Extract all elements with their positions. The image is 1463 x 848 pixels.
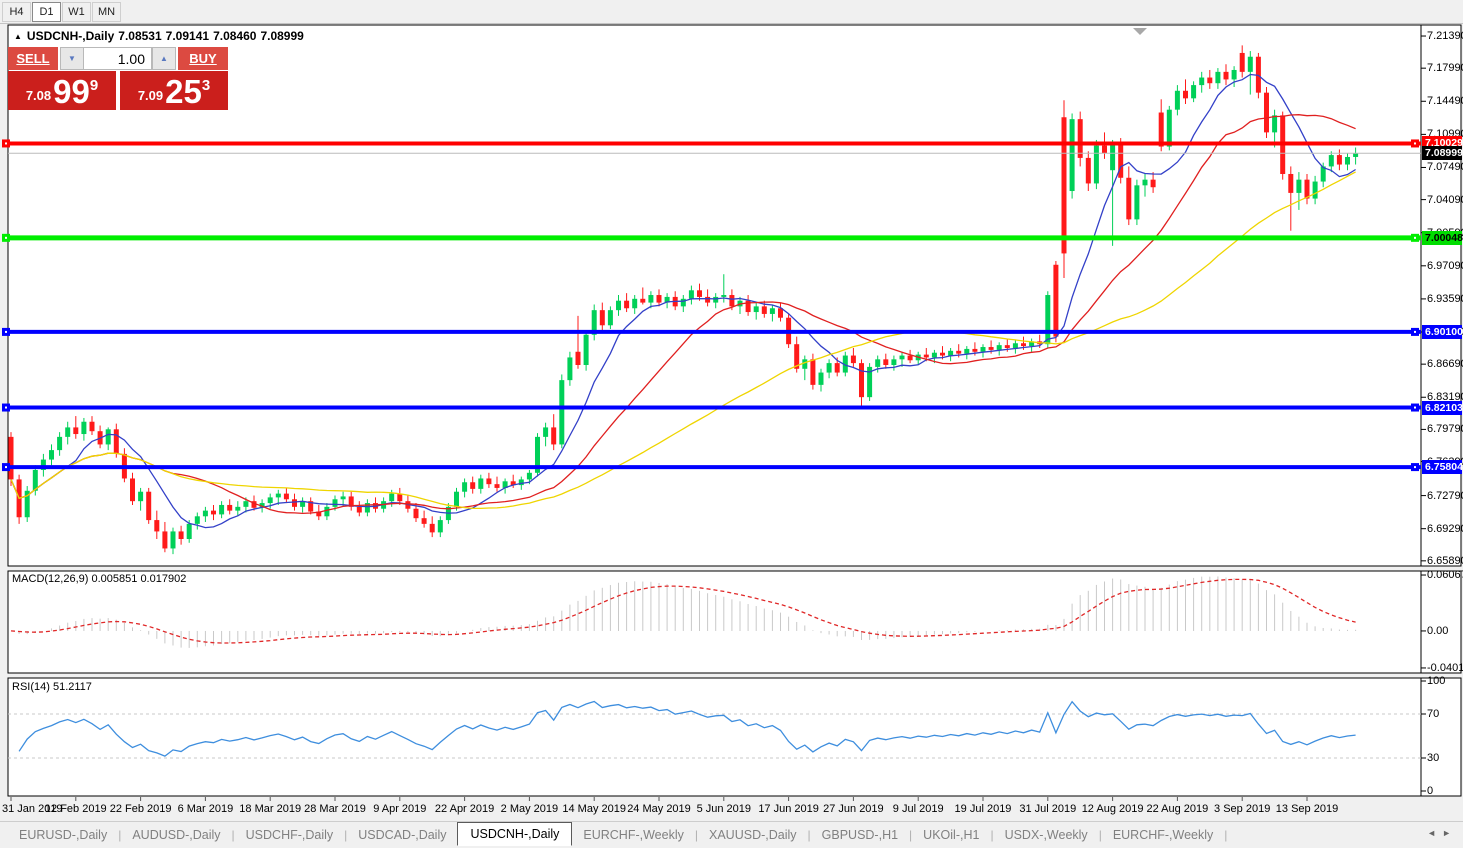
chart-tab-eurchf-weekly[interactable]: EURCHF-,Weekly <box>583 828 684 842</box>
timeframe-button-w1[interactable]: W1 <box>62 1 91 22</box>
chart-tab-eurchf-weekly[interactable]: EURCHF-,Weekly <box>1112 828 1214 842</box>
tab-separator: | <box>1098 828 1102 842</box>
tab-separator: | <box>118 828 122 842</box>
tab-separator: | <box>344 828 348 842</box>
tab-separator: | <box>990 828 994 842</box>
tab-separator: | <box>909 828 913 842</box>
timeframe-button-mn[interactable]: MN <box>92 1 121 22</box>
chart-tab-audusd-daily[interactable]: AUDUSD-,Daily <box>132 828 221 842</box>
tab-separator: | <box>807 828 811 842</box>
chart-tab-usdcad-daily[interactable]: USDCAD-,Daily <box>358 828 447 842</box>
chart-tab-xauusd-daily[interactable]: XAUUSD-,Daily <box>709 828 797 842</box>
tab-scroll-buttons: ◄► <box>1427 828 1457 838</box>
chart-tab-usdx-weekly[interactable]: USDX-,Weekly <box>1004 828 1088 842</box>
chart-tab-usdcnh-daily[interactable]: USDCNH-,Daily <box>457 822 573 846</box>
tab-scroll-left-icon[interactable]: ◄ <box>1427 828 1443 838</box>
chart-tab-eurusd-daily[interactable]: EURUSD-,Daily <box>19 828 108 842</box>
tab-scroll-right-icon[interactable]: ► <box>1442 828 1457 838</box>
tab-separator: | <box>694 828 698 842</box>
chart-tab-bar: EURUSD-,Daily | AUDUSD-,Daily | USDCHF-,Dail… <box>0 821 1463 848</box>
timeframe-button-h4[interactable]: H4 <box>2 1 31 22</box>
timeframe-toolbar: H4 D1 W1 MN <box>0 0 1463 24</box>
chart-tab-gbpusd-h1[interactable]: GBPUSD-,H1 <box>821 828 899 842</box>
tab-separator: | <box>1224 828 1228 842</box>
tab-separator: | <box>231 828 235 842</box>
timeframe-button-d1[interactable]: D1 <box>32 1 61 22</box>
chart-tab-ukoil-h1[interactable]: UKOil-,H1 <box>923 828 980 842</box>
chart-tab-usdchf-daily[interactable]: USDCHF-,Daily <box>245 828 334 842</box>
